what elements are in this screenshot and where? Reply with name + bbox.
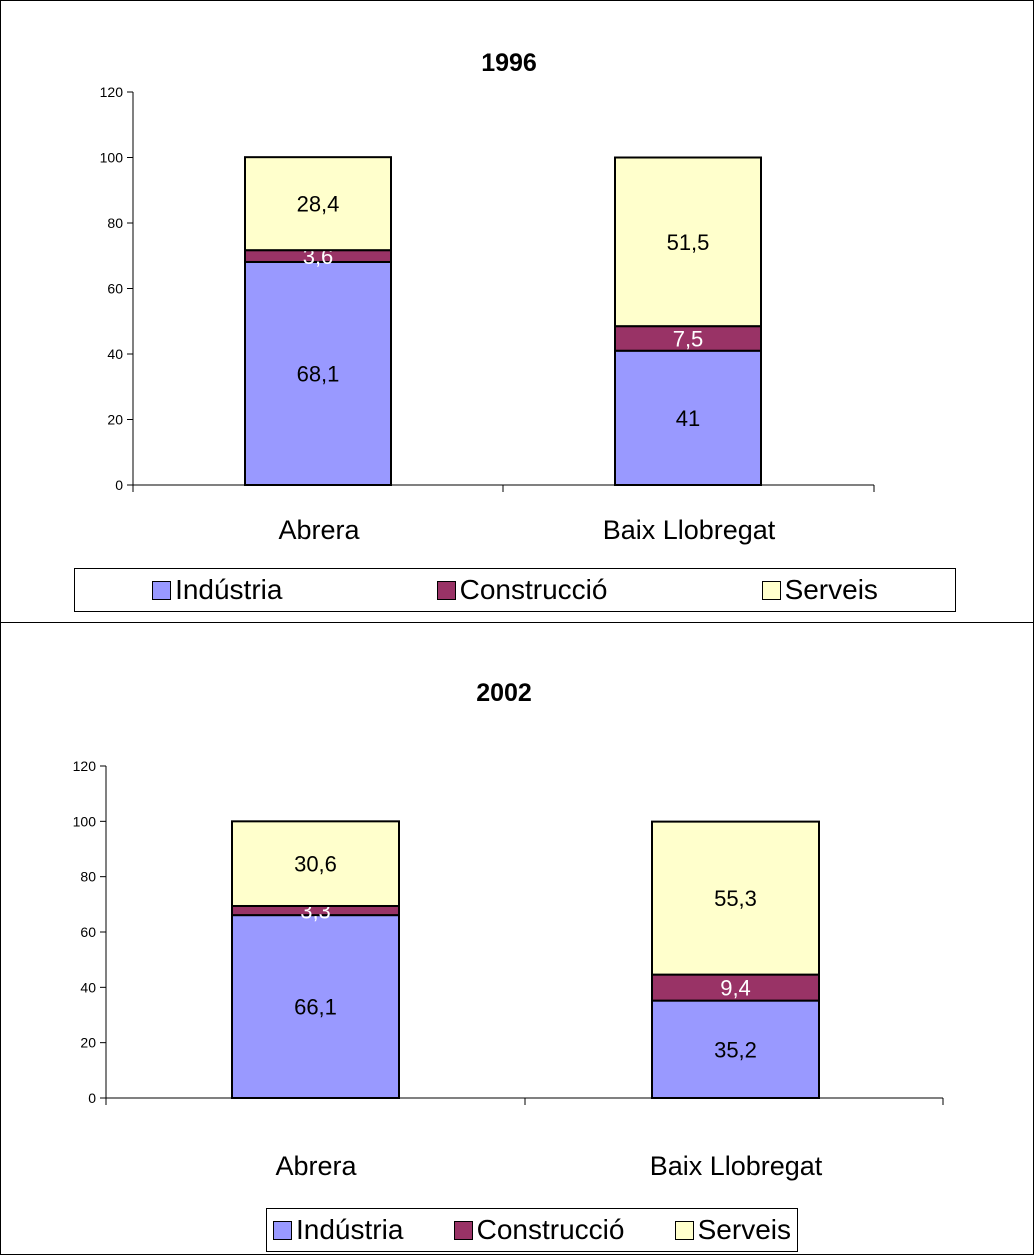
legend-item-construccio: Construcció (436, 574, 608, 606)
bar-segment-industria (651, 999, 820, 1100)
data-label-industria: 41 (676, 406, 700, 431)
legend-swatch (273, 1220, 292, 1240)
y-tick-label: 0 (115, 477, 123, 493)
data-label-serveis: 28,4 (297, 192, 340, 217)
data-label-serveis: 51,5 (667, 230, 710, 255)
legend-swatch (761, 580, 781, 600)
bar-segment-serveis (651, 820, 820, 976)
data-label-construccio: 7,5 (673, 326, 704, 351)
legend-1996: Indústria Construcció Serveis (74, 568, 956, 612)
legend-swatch (152, 580, 172, 600)
x-category-label: Baix Llobregat (650, 1151, 823, 1181)
chart-title-2002: 2002 (476, 679, 532, 707)
data-label-industria: 35,2 (714, 1037, 757, 1062)
data-label-industria: 66,1 (294, 995, 337, 1020)
legend-label: Construcció (459, 574, 608, 605)
legend-label: Serveis (697, 1214, 791, 1245)
chart-panel-2002 (0, 622, 1034, 1255)
legend-item-serveis: Serveis (674, 1214, 791, 1246)
chart-panel-1996 (0, 0, 1034, 623)
legend-label: Construcció (476, 1214, 625, 1245)
y-tick-label: 60 (80, 924, 96, 940)
legend-2002: Indústria Construcció Serveis (266, 1208, 798, 1252)
y-tick-label: 80 (80, 869, 96, 885)
legend-label: Indústria (296, 1214, 404, 1245)
chart-title-1996: 1996 (481, 49, 537, 77)
bar-segment-construccio (614, 325, 762, 352)
legend-item-industria: Indústria (273, 1214, 403, 1246)
y-tick-label: 40 (107, 346, 123, 362)
legend-label: Serveis (784, 574, 878, 605)
y-tick-label: 60 (107, 281, 123, 297)
y-tick-label: 20 (107, 412, 123, 428)
bar-segment-serveis (231, 820, 400, 907)
legend-item-serveis: Serveis (761, 574, 878, 606)
legend-label: Indústria (175, 574, 283, 605)
y-tick-label: 100 (100, 150, 124, 166)
data-label-serveis: 30,6 (294, 852, 337, 877)
x-category-label: Abrera (275, 1151, 357, 1181)
y-tick-label: 100 (73, 813, 97, 829)
y-tick-label: 120 (100, 84, 124, 100)
y-tick-label: 40 (80, 979, 96, 995)
legend-swatch (436, 580, 456, 600)
data-label-construccio: 9,4 (720, 976, 751, 1001)
y-tick-label: 20 (80, 1035, 96, 1051)
legend-swatch (674, 1220, 694, 1240)
bar-segment-construccio (651, 973, 820, 1002)
data-label-serveis: 55,3 (714, 886, 757, 911)
bar-segment-serveis (614, 156, 762, 328)
legend-swatch (453, 1220, 473, 1240)
y-tick-label: 120 (73, 758, 97, 774)
legend-item-industria: Indústria (152, 574, 282, 606)
legend-item-construccio: Construcció (453, 1214, 625, 1246)
bar-segment-serveis (244, 156, 392, 252)
y-tick-label: 0 (88, 1090, 96, 1106)
x-category-label: Baix Llobregat (603, 515, 776, 545)
y-tick-label: 80 (107, 215, 123, 231)
data-label-industria: 68,1 (297, 361, 340, 386)
bar-segment-industria (231, 914, 400, 1100)
x-category-label: Abrera (278, 515, 360, 545)
